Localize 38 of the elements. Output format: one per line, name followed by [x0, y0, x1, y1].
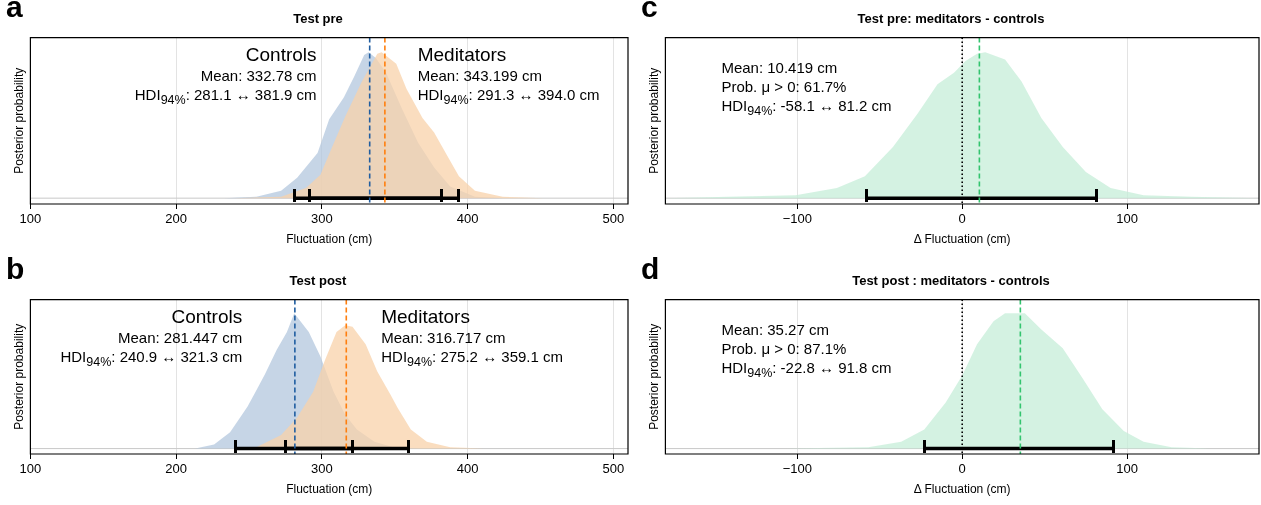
- x-tick-label: 100: [1116, 461, 1138, 477]
- x-tick-label: −100: [782, 211, 812, 227]
- x-tick-label: 100: [19, 461, 42, 477]
- chart-title: Test pre: [293, 11, 343, 27]
- x-tick-label: 500: [602, 211, 625, 227]
- x-tick-label: 200: [165, 211, 188, 227]
- text: Mean: 281.447 cm HDI$_{94%}$: 240.9 ↔ 321.3 cm: [60, 328, 243, 369]
- text: c: [641, 0, 658, 23]
- y-axis-title: Posterior probability: [646, 323, 661, 430]
- x-tick-label: 100: [1116, 211, 1138, 227]
- x-tick-label: 300: [311, 461, 333, 477]
- x-tick-label: −100: [782, 461, 812, 477]
- text: Controls: [170, 305, 243, 328]
- x-tick-label: 400: [456, 211, 479, 227]
- x-tick-label: 0: [958, 211, 966, 227]
- x-tick-label: 400: [456, 461, 479, 477]
- series-label: Meditators: [381, 305, 471, 328]
- annotation: Mean: 35.27 cm Prob. μ > 0: 87.1% HDI$_{94%}$: -22.8 ↔ 91.8 cm: [721, 319, 892, 382]
- x-tick-label: 300: [311, 211, 333, 227]
- y-axis-title: Posterior probability: [11, 323, 26, 430]
- x-axis-title: Δ Fluctuation (cm): [913, 482, 1011, 497]
- x-axis-title: Fluctuation (cm): [286, 482, 373, 497]
- y-axis-title: Posterior probability: [646, 67, 661, 174]
- annotation: Mean: 10.419 cm Prob. μ > 0: 61.7% HDI$_{94%}$: -58.1 ↔ 81.2 cm: [721, 57, 892, 120]
- chart-title: Test post: [289, 273, 348, 289]
- x-tick-label: 200: [165, 461, 188, 477]
- x-tick-label: 500: [602, 461, 625, 477]
- chart-title: Test pre: meditators - controls: [857, 11, 1045, 27]
- text: b: [6, 252, 25, 285]
- y-axis-title: Posterior probability: [11, 67, 26, 174]
- x-tick-label: 100: [19, 211, 42, 227]
- annotation: Mean: 316.717 cm HDI$_{94%}$: 275.2 ↔ 359.1 cm: [381, 327, 563, 371]
- text: d: [641, 252, 660, 285]
- chart-title: Test post : meditators - controls: [852, 273, 1050, 289]
- text: a: [6, 0, 23, 23]
- x-tick-label: 0: [958, 461, 966, 477]
- x-axis-title: Fluctuation (cm): [286, 232, 373, 247]
- x-axis-title: Δ Fluctuation (cm): [913, 232, 1011, 247]
